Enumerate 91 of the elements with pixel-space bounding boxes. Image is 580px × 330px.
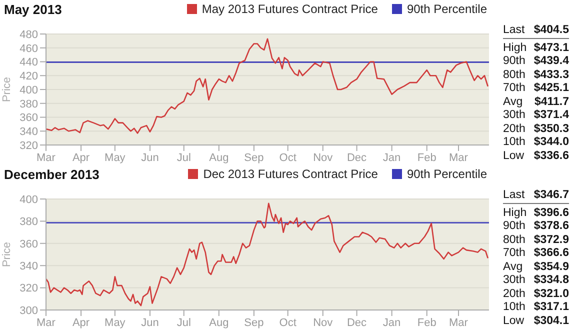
y-tick-label: 380: [20, 98, 38, 110]
text: 90th: [503, 55, 526, 68]
legend-label: May 2013 Futures Contract Price: [202, 2, 378, 16]
text: 30th: [503, 109, 526, 122]
x-tick-label: Dec: [346, 152, 368, 164]
legend-label: Dec 2013 Futures Contract Price: [203, 167, 378, 181]
x-tick-label: Nov: [313, 316, 334, 329]
text: Last: [503, 24, 525, 38]
y-axis-title: Price: [0, 76, 13, 102]
y-tick-label: 340: [20, 260, 38, 273]
x-tick-label: Apr: [72, 152, 90, 164]
y-tick-label: 420: [20, 70, 38, 83]
text: $336.6: [534, 150, 569, 163]
text: $433.3: [534, 68, 569, 82]
x-tick-label: Sep: [244, 316, 264, 329]
text: Low: [503, 150, 524, 163]
line-series: [46, 38, 489, 134]
text: 70th: [503, 82, 526, 96]
text: High: [503, 42, 527, 55]
x-tick-label: Mar: [36, 152, 56, 164]
y-tick-label: 440: [20, 56, 38, 69]
x-tick-label: Feb: [417, 316, 436, 329]
text: 10th: [503, 136, 526, 150]
text: $350.3: [534, 122, 569, 136]
x-tick-label: Mar: [36, 316, 56, 329]
text: $439.4: [534, 55, 569, 68]
y-tick-label: 360: [20, 112, 38, 124]
text: $354.9: [534, 260, 569, 274]
legend-label: 90th Percentile: [406, 167, 487, 181]
text: Avg: [503, 96, 523, 109]
text: $372.9: [534, 234, 569, 247]
y-tick-label: 300: [20, 304, 38, 317]
text: Last: [503, 189, 525, 202]
x-tick-label: Aug: [209, 316, 229, 329]
y-tick-label: 340: [20, 126, 38, 138]
text: $304.1: [534, 314, 569, 328]
x-tick-label: Mar: [449, 152, 468, 164]
text: Low: [503, 314, 524, 328]
text: 20th: [503, 288, 526, 301]
x-tick-label: Jun: [141, 316, 159, 329]
text: $404.5: [534, 24, 569, 38]
text: 70th: [503, 247, 526, 260]
text: 30th: [503, 274, 526, 288]
x-tick-label: Aug: [209, 152, 229, 164]
text: $473.1: [534, 42, 569, 55]
y-tick-label: 320: [20, 282, 38, 295]
x-tick-label: May: [104, 316, 126, 329]
text: $411.7: [534, 96, 569, 109]
x-tick-label: Nov: [313, 152, 334, 164]
y-tick-label: 480: [20, 28, 38, 41]
y-tick-label: 380: [20, 216, 38, 228]
x-tick-label: Jul: [176, 316, 191, 329]
x-tick-label: Oct: [279, 316, 296, 329]
text: $378.6: [534, 220, 569, 234]
text: $344.0: [534, 136, 569, 150]
text: $321.0: [534, 288, 569, 301]
y-tick-label: 400: [20, 194, 38, 206]
y-axis-title: Price: [0, 242, 13, 268]
text: $366.6: [534, 247, 569, 260]
x-tick-label: Jul: [176, 152, 191, 164]
x-tick-label: Sep: [244, 152, 264, 164]
chart-title: December 2013: [4, 167, 100, 182]
y-tick-label: 460: [20, 42, 38, 55]
x-tick-label: Jan: [382, 316, 401, 329]
text: Avg: [503, 260, 523, 274]
text: $396.6: [534, 206, 569, 220]
x-tick-label: Oct: [279, 152, 296, 164]
x-tick-label: Jun: [141, 152, 159, 164]
x-tick-label: Apr: [72, 316, 90, 329]
text: $371.4: [534, 109, 569, 122]
text: $317.1: [534, 301, 569, 314]
text: 80th: [503, 68, 526, 82]
line-series: [46, 202, 489, 306]
text: $346.7: [534, 189, 569, 202]
y-tick-label: 360: [20, 238, 38, 250]
text: 90th: [503, 220, 526, 234]
text: $425.1: [534, 82, 569, 96]
x-tick-label: Mar: [449, 316, 468, 329]
text: High: [503, 206, 527, 220]
x-tick-label: May: [104, 152, 126, 164]
y-tick-label: 320: [20, 140, 38, 152]
chart-title: May 2013: [4, 2, 62, 17]
y-tick-label: 400: [20, 84, 38, 96]
text: $334.8: [534, 274, 569, 288]
x-tick-label: Dec: [346, 316, 368, 329]
text: 10th: [503, 301, 526, 314]
text: 20th: [503, 122, 526, 136]
x-tick-label: Jan: [382, 152, 401, 164]
legend-label: 90th Percentile: [406, 2, 487, 16]
text: 80th: [503, 234, 526, 247]
x-tick-label: Feb: [417, 152, 436, 164]
